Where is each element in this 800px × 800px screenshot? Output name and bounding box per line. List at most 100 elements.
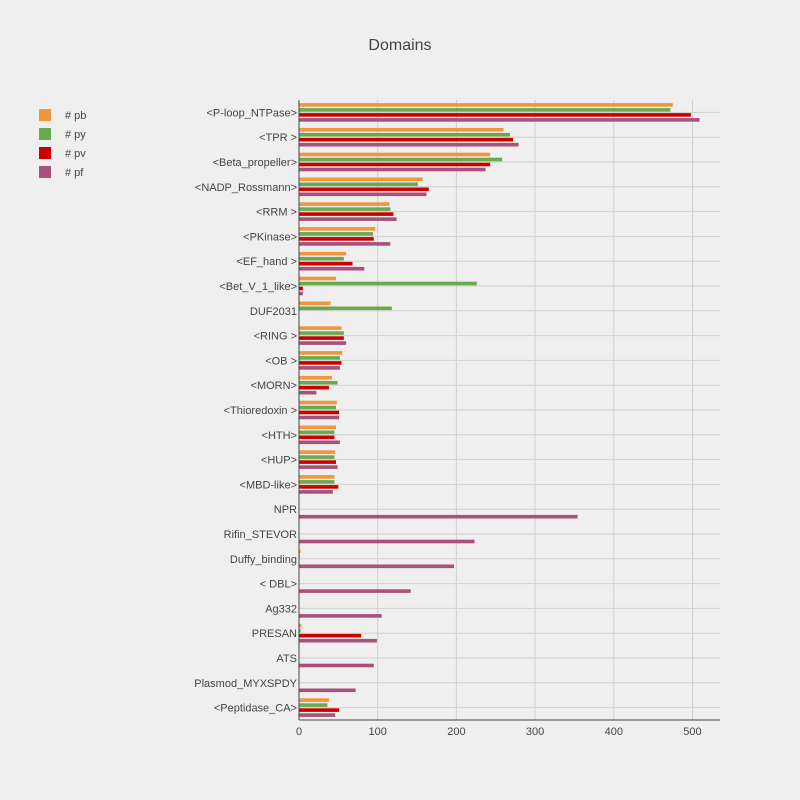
x-tick-label: 0 <box>296 726 302 738</box>
bar <box>299 425 336 430</box>
x-tick-label: 300 <box>526 726 544 738</box>
bar <box>299 237 374 241</box>
bar <box>299 113 691 117</box>
bar <box>299 564 455 569</box>
bar <box>299 242 391 246</box>
bar <box>299 217 397 221</box>
bar <box>299 698 329 702</box>
category-label: <OB > <box>265 355 297 367</box>
category-label: < DBL> <box>260 579 297 591</box>
bar <box>299 301 331 306</box>
category-labels: <P-loop_NTPase> <TPR > <Beta_propeller> <NA… <box>194 107 297 714</box>
bar <box>299 326 342 330</box>
bar <box>299 614 382 618</box>
category-label: <HTH> <box>262 430 297 442</box>
legend: # pb # py # pv # pf <box>39 109 86 179</box>
bar <box>299 232 373 236</box>
bar <box>299 623 302 628</box>
category-label: <Beta_propeller> <box>213 157 297 169</box>
x-axis-ticks: 0 100 200 300 400 500 <box>296 726 702 738</box>
bar <box>299 212 394 216</box>
bar <box>299 703 328 707</box>
bar <box>299 152 491 157</box>
bar <box>299 356 340 360</box>
bar <box>299 688 356 693</box>
legend-label[interactable]: # py <box>65 129 86 141</box>
bar <box>299 177 423 182</box>
legend-swatch[interactable] <box>39 166 51 178</box>
bar <box>299 440 340 445</box>
bar <box>299 227 376 231</box>
bar <box>299 430 335 435</box>
bar <box>299 187 429 192</box>
category-label: <P-loop_NTPase> <box>207 107 298 119</box>
category-label: <MORN> <box>251 380 297 392</box>
bar <box>299 108 671 112</box>
x-tick-label: 500 <box>683 726 701 738</box>
bar <box>299 351 343 355</box>
category-label: <Bet_V_1_like> <box>219 281 297 293</box>
bar <box>299 251 347 256</box>
legend-swatch[interactable] <box>39 128 51 140</box>
bar <box>299 103 673 107</box>
category-label: <EF_hand > <box>236 256 297 268</box>
bar <box>299 202 390 206</box>
bar <box>299 450 336 454</box>
bar <box>299 380 338 385</box>
category-label: <MBD-like> <box>240 479 297 491</box>
category-label: PRESAN <box>252 628 297 640</box>
bar <box>299 435 335 440</box>
category-label: <PKinase> <box>243 231 297 243</box>
category-label: <RING > <box>254 331 297 343</box>
bar <box>299 480 335 484</box>
bar <box>299 331 344 335</box>
bar <box>299 266 365 271</box>
category-label: Duffy_binding <box>230 554 297 566</box>
x-tick-label: 400 <box>605 726 623 738</box>
bar <box>299 485 339 489</box>
bar <box>299 455 335 459</box>
bar <box>299 291 303 296</box>
bar <box>299 415 340 420</box>
bar <box>299 539 475 544</box>
category-label: <Peptidase_CA> <box>214 703 297 715</box>
legend-label[interactable]: # pf <box>65 167 84 179</box>
legend-label[interactable]: # pv <box>65 148 86 160</box>
bar <box>299 127 504 132</box>
category-label: <RRM > <box>256 207 297 219</box>
legend-swatch[interactable] <box>39 109 51 121</box>
x-tick-label: 200 <box>447 726 465 738</box>
bar <box>299 341 347 345</box>
bar <box>299 118 700 122</box>
bar <box>299 549 301 554</box>
bar <box>299 366 340 370</box>
category-label: Plasmod_MYXSPDY <box>194 678 297 690</box>
category-label: <NADP_Rossmann> <box>195 182 297 194</box>
legend-label[interactable]: # pb <box>65 110 86 122</box>
bar <box>299 157 503 162</box>
bar <box>299 256 344 261</box>
bar <box>299 628 301 633</box>
bar <box>299 708 340 712</box>
bar <box>299 638 377 643</box>
bar <box>299 514 578 519</box>
bar <box>299 410 340 415</box>
bar <box>299 281 477 286</box>
category-label: <Thioredoxin > <box>224 405 297 417</box>
bar <box>299 162 491 167</box>
bar <box>299 137 514 142</box>
category-label: <TPR > <box>259 132 297 144</box>
bar <box>299 375 333 380</box>
bar <box>299 336 344 340</box>
bar <box>299 182 418 187</box>
bar <box>299 663 374 668</box>
chart-title: Domains <box>368 37 431 54</box>
category-label: ATS <box>276 653 297 665</box>
gridlines <box>299 100 720 720</box>
category-label: <HUP> <box>261 455 297 467</box>
x-tick-label: 100 <box>369 726 387 738</box>
legend-swatch[interactable] <box>39 147 51 159</box>
bar <box>299 390 317 395</box>
